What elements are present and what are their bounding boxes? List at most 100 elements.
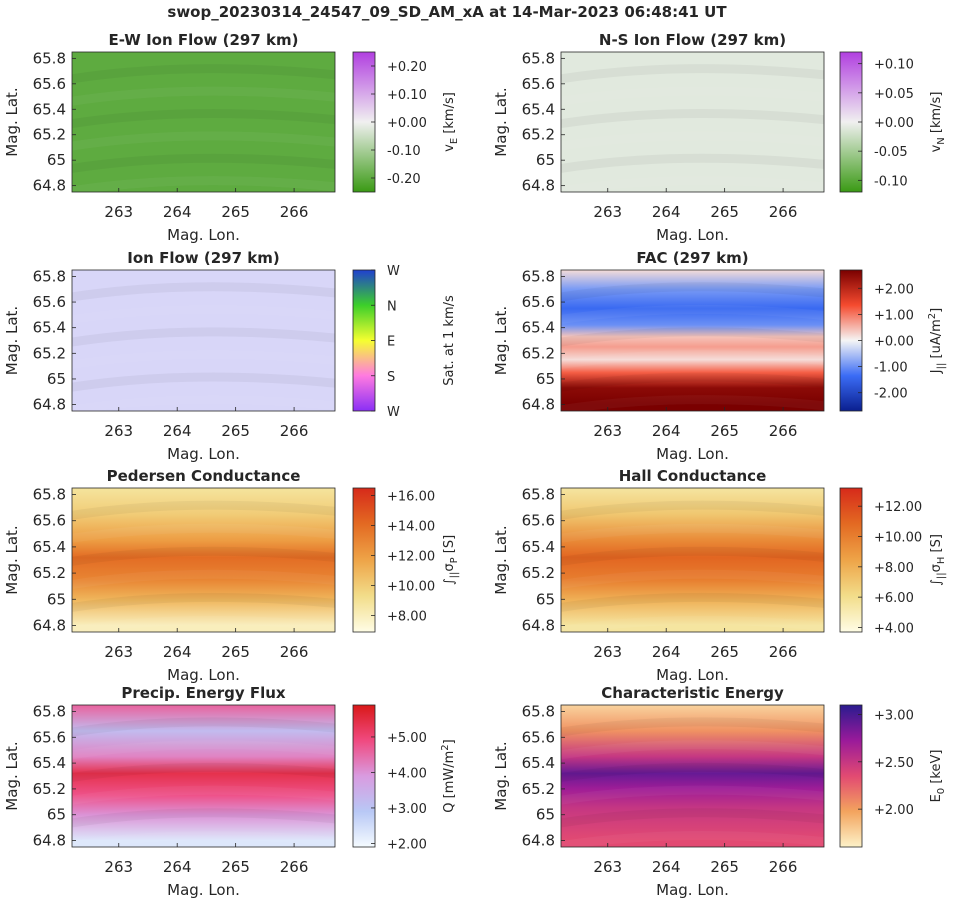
y-tick-label: 64.8: [33, 832, 66, 850]
y-tick-label: 65.6: [522, 512, 555, 530]
y-tick-label: 65: [536, 806, 555, 824]
x-axis-label: Mag. Lon.: [167, 445, 240, 463]
x-tick-label: 264: [163, 643, 192, 661]
colorbar-tick-label: +2.00: [874, 282, 914, 297]
colorbar-tick-label: +0.20: [387, 60, 427, 75]
colorbar-tick-label: +12.00: [387, 550, 435, 565]
x-axis-label: Mag. Lon.: [656, 445, 729, 463]
heatmap-image: [72, 705, 335, 847]
heatmap-texture: [561, 500, 824, 632]
x-tick-label: 265: [710, 203, 739, 221]
colorbar-tick-label: +0.00: [387, 116, 427, 131]
panel-ew: E-W Ion Flow (297 km) 263 264 265 266 65.8 65.…: [3, 31, 460, 244]
heatmap-texture: [72, 500, 335, 632]
panel-title: E-W Ion Flow (297 km): [109, 31, 299, 49]
colorbar-tick-label: +16.00: [387, 490, 435, 505]
colorbar-tick-label: +2.00: [874, 803, 914, 818]
panel-title: FAC (297 km): [636, 249, 748, 267]
y-tick-label: 65.6: [33, 728, 66, 746]
x-tick-label: 265: [221, 643, 250, 661]
y-tick-label: 65.4: [522, 100, 555, 118]
colorbar-tick-label: +10.00: [874, 531, 922, 546]
colorbar-label: Q [mW/m2]: [440, 739, 457, 812]
colorbar-label: J|| [uA/m2]: [927, 308, 947, 374]
heatmap-image: [561, 52, 824, 192]
x-tick-label: 263: [593, 643, 622, 661]
colorbar-tick-label: -2.00: [874, 387, 908, 402]
x-axis-label: Mag. Lon.: [656, 666, 729, 684]
y-tick-label: 65.8: [33, 267, 66, 285]
colorbar-tick-label: S: [387, 370, 395, 385]
colorbar-tick-label: +3.00: [874, 708, 914, 723]
y-tick-label: 65: [47, 806, 66, 824]
y-tick-label: 65: [536, 590, 555, 608]
x-tick-label: 264: [652, 858, 681, 876]
colorbar-label: Sat. at 1 km/s: [442, 295, 457, 386]
colorbar-tick-label: W: [387, 405, 400, 420]
y-tick-label: 64.8: [522, 616, 555, 634]
y-tick-label: 65.6: [33, 293, 66, 311]
x-tick-label: 264: [652, 422, 681, 440]
colorbar-tick-label: -0.10: [387, 144, 421, 159]
colorbar: [839, 487, 863, 633]
panel-precip: Precip. Energy Flux 263 264 265 266 65.8 65.6 6…: [3, 684, 457, 899]
y-tick-label: 65.2: [522, 344, 555, 362]
panel-hall: Hall Conductance 263 264 265 266 65.8 65.6 65.4…: [492, 467, 947, 684]
y-tick-label: 64.8: [522, 177, 555, 195]
y-tick-label: 65.2: [33, 126, 66, 144]
heatmap-texture: [72, 282, 335, 411]
heatmap-texture: [72, 64, 335, 192]
x-tick-label: 266: [769, 858, 798, 876]
colorbar-tick-label: E: [387, 335, 395, 350]
y-tick-label: 65: [47, 590, 66, 608]
x-tick-label: 263: [104, 422, 133, 440]
y-axis-label: Mag. Lat.: [492, 741, 510, 810]
colorbar: [839, 704, 863, 848]
x-axis-label: Mag. Lon.: [167, 226, 240, 244]
colorbar-tick-label: +14.00: [387, 520, 435, 535]
colorbar-tick-label: +0.00: [874, 116, 914, 131]
y-axis-label: Mag. Lat.: [3, 306, 21, 375]
x-tick-label: 266: [769, 422, 798, 440]
x-tick-label: 263: [593, 203, 622, 221]
y-tick-label: 65: [47, 370, 66, 388]
y-tick-label: 65.8: [522, 49, 555, 67]
colorbar-tick-label: -0.05: [874, 145, 908, 160]
y-tick-label: 65.2: [522, 780, 555, 798]
colorbar-tick-label: +4.00: [874, 621, 914, 636]
x-tick-label: 265: [221, 203, 250, 221]
panel-ns: N-S Ion Flow (297 km) 263 264 265 266 65.8 65.…: [492, 31, 947, 244]
x-tick-label: 266: [769, 203, 798, 221]
colorbar-tick-label: N: [387, 299, 397, 314]
x-tick-label: 266: [280, 422, 309, 440]
colorbar-tick-label: -0.10: [874, 174, 908, 189]
panel-title: Hall Conductance: [619, 467, 767, 485]
y-tick-label: 65: [536, 370, 555, 388]
y-tick-label: 65.8: [522, 486, 555, 504]
y-tick-label: 65.2: [33, 780, 66, 798]
heatmap-image: [72, 488, 335, 632]
panel-title: N-S Ion Flow (297 km): [599, 31, 786, 49]
y-tick-label: 65: [47, 151, 66, 169]
x-tick-label: 264: [163, 203, 192, 221]
panel-title: Precip. Energy Flux: [121, 684, 286, 702]
x-tick-label: 263: [593, 858, 622, 876]
y-tick-label: 65.6: [522, 293, 555, 311]
y-axis-label: Mag. Lat.: [3, 741, 21, 810]
colorbar-tick-label: W: [387, 264, 400, 279]
y-tick-label: 64.8: [522, 396, 555, 414]
y-axis-label: Mag. Lat.: [492, 306, 510, 375]
x-tick-label: 265: [221, 858, 250, 876]
heatmap-image: [72, 270, 335, 411]
y-tick-label: 65.4: [33, 319, 66, 337]
heatmap-image: [561, 705, 824, 847]
colorbar-tick-label: +2.50: [874, 756, 914, 771]
colorbar-tick-label: +6.00: [874, 591, 914, 606]
figure-title: swop_20230314_24547_09_SD_AM_xA at 14-Ma…: [167, 3, 727, 21]
y-tick-label: 65.2: [33, 344, 66, 362]
y-tick-label: 65.8: [33, 702, 66, 720]
colorbar-tick-label: +0.05: [874, 87, 914, 102]
y-axis-label: Mag. Lat.: [492, 87, 510, 156]
x-tick-label: 264: [163, 858, 192, 876]
y-tick-label: 65.4: [33, 754, 66, 772]
